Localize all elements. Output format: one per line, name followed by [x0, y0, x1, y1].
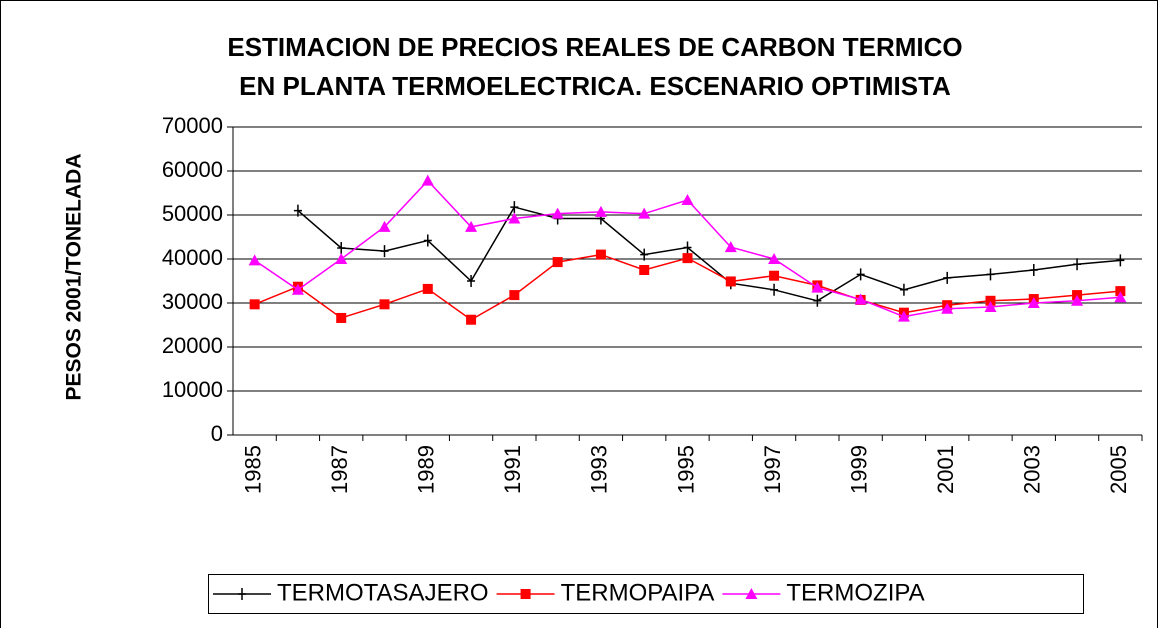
data-point — [1116, 254, 1125, 267]
data-point — [248, 254, 261, 266]
data-point — [508, 212, 521, 224]
data-point — [638, 207, 651, 219]
data-point — [943, 271, 952, 284]
chart-title: ESTIMACION DE PRECIOS REALES DE CARBON T… — [227, 32, 962, 62]
y-tick-label: 50000 — [162, 201, 223, 226]
x-tick-label: 1999 — [846, 445, 871, 494]
data-point — [1114, 291, 1127, 303]
data-point — [640, 248, 649, 261]
data-point — [899, 283, 908, 296]
data-point — [769, 270, 780, 281]
data-point — [984, 300, 997, 312]
x-tick-label: 1995 — [673, 445, 698, 494]
data-point — [681, 194, 694, 206]
data-point — [510, 201, 519, 214]
y-tick-label: 60000 — [162, 157, 223, 182]
data-point — [639, 265, 650, 275]
data-point — [465, 220, 478, 232]
data-point — [770, 283, 779, 296]
data-point — [985, 295, 996, 306]
legend-label: TERMOZIPA — [786, 579, 924, 606]
data-point — [293, 204, 302, 217]
x-tick-label: 2005 — [1106, 445, 1131, 494]
data-point — [423, 234, 432, 247]
data-point — [811, 281, 824, 293]
data-point — [1071, 294, 1084, 306]
x-tick-label: 1997 — [760, 445, 785, 494]
x-tick-label: 1993 — [587, 445, 612, 494]
data-point — [1115, 286, 1126, 297]
data-point — [682, 253, 693, 264]
y-axis-label: PESOS 2001/TONELADA — [63, 153, 86, 400]
y-tick-label: 40000 — [162, 245, 223, 270]
data-point — [336, 312, 347, 323]
data-point — [249, 299, 260, 310]
data-point — [380, 245, 389, 258]
series-line — [297, 206, 1121, 302]
data-point — [421, 174, 434, 186]
legend-label: TERMOTASAJERO — [277, 579, 489, 606]
data-point — [291, 283, 304, 295]
x-tick-label: 1991 — [500, 445, 525, 494]
x-tick-label: 1985 — [240, 445, 265, 494]
data-point — [725, 276, 736, 287]
data-point — [552, 257, 563, 268]
data-point — [813, 294, 822, 307]
y-tick-label: 70000 — [162, 113, 223, 138]
y-tick-label: 0 — [211, 421, 223, 446]
data-point — [1029, 264, 1038, 276]
legend-marker — [745, 588, 758, 599]
data-point — [856, 268, 865, 281]
data-point — [467, 275, 476, 287]
y-tick-label: 10000 — [162, 377, 223, 402]
data-point — [854, 293, 867, 305]
data-point — [768, 253, 781, 264]
data-point — [379, 299, 390, 310]
data-point — [986, 268, 995, 281]
x-tick-label: 1987 — [327, 445, 352, 494]
data-point — [509, 290, 520, 301]
data-point — [941, 302, 954, 314]
data-point — [1073, 258, 1082, 271]
legend — [208, 574, 1084, 614]
x-tick-label: 2001 — [933, 445, 958, 494]
data-point — [724, 241, 737, 253]
data-point — [595, 249, 606, 260]
y-tick-label: 30000 — [162, 289, 223, 314]
legend-label: TERMOPAIPA — [561, 579, 715, 606]
chart-title: EN PLANTA TERMOELECTRICA. ESCENARIO OPTI… — [239, 71, 951, 101]
data-point — [378, 220, 391, 232]
data-point — [1027, 297, 1040, 308]
data-point — [422, 283, 433, 294]
data-point — [594, 205, 607, 217]
data-point — [335, 253, 348, 264]
x-tick-label: 1989 — [414, 445, 439, 494]
data-point — [897, 310, 910, 322]
data-point — [466, 314, 477, 325]
data-point — [337, 242, 346, 254]
legend-marker — [520, 589, 531, 599]
data-point — [551, 207, 564, 219]
plot-area — [233, 127, 1142, 435]
legend-marker — [238, 588, 246, 600]
data-point — [683, 241, 692, 254]
x-tick-label: 2003 — [1020, 445, 1045, 494]
y-tick-label: 20000 — [162, 333, 223, 358]
